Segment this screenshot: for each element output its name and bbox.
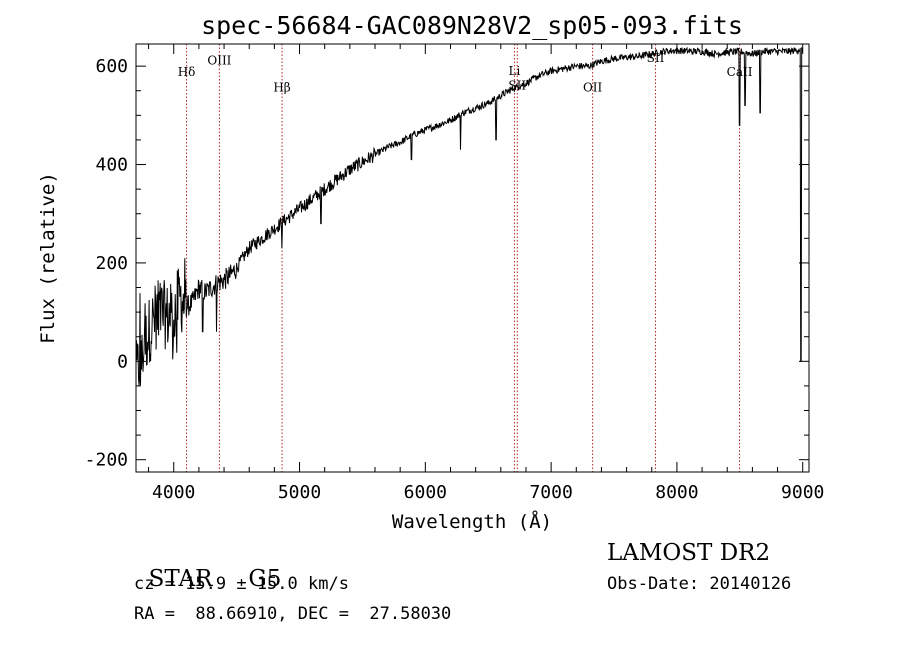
line-marker-label: OII [583, 81, 603, 95]
y-tick-label: 600 [95, 56, 128, 77]
x-axis: 4000 5000 6000 7000 8000 9000 [148, 44, 824, 503]
y-tick-label: 0 [117, 351, 128, 372]
y-axis-label: Flux (relative) [37, 172, 59, 344]
line-marker-label: Hδ [178, 65, 196, 79]
spectral-class: STAR G5 [134, 540, 282, 592]
y-tick-label: -200 [85, 450, 128, 471]
x-tick-label: 5000 [278, 482, 321, 503]
y-tick-label: 400 [95, 155, 128, 176]
coordinates-readout: RA = 88.66910, DEC = 27.58030 [134, 604, 452, 624]
spectrum-chart: spec-56684-GAC089N28V2_sp05-093.fits Hδ O… [37, 11, 824, 533]
x-axis-label: Wavelength (Å) [392, 510, 552, 533]
y-tick-label: 200 [95, 253, 128, 274]
line-marker-label: Hβ [273, 81, 290, 95]
chart-title: spec-56684-GAC089N28V2_sp05-093.fits [201, 11, 743, 40]
line-marker-label: Li [508, 64, 520, 78]
x-tick-label: 4000 [152, 482, 195, 503]
survey-name: LAMOST DR2 [607, 540, 771, 566]
redshift-readout: cz = 15.9 ± 15.0 km/s [134, 574, 349, 594]
line-marker-label: OIII [207, 54, 231, 68]
spectrum-line [135, 46, 804, 386]
x-tick-label: 7000 [529, 482, 572, 503]
x-tick-label: 8000 [655, 482, 698, 503]
x-tick-label: 9000 [781, 482, 824, 503]
plot-frame [135, 43, 810, 473]
y-axis: -200 0 200 400 600 [85, 56, 809, 471]
object-subclass: G5 [248, 566, 282, 592]
object-type: STAR [148, 566, 213, 592]
x-tick-label: 6000 [404, 482, 447, 503]
observation-date: Obs-Date: 20140126 [607, 574, 792, 594]
